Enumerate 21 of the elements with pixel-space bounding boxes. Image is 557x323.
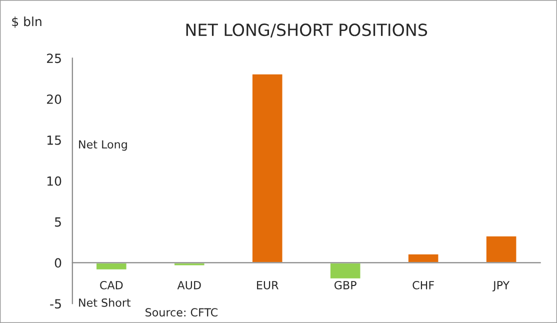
y-tick-label: 20 (47, 94, 62, 104)
source-note: Source: CFTC (146, 308, 218, 317)
y-tick-label: 10 (47, 176, 62, 186)
x-tick-label: CHF (412, 280, 434, 290)
x-tick-label: JPY (492, 281, 510, 292)
chart-title: NET LONG/SHORT POSITIONS (186, 24, 428, 38)
x-tick-label: CAD (100, 280, 123, 290)
annotation: Net Long (79, 140, 127, 151)
bar (251, 72, 284, 264)
annotation: Net Short (79, 298, 131, 307)
x-tick-label: EUR (257, 281, 278, 290)
y-axis-title: $ bln (12, 16, 42, 28)
bar (485, 235, 518, 264)
y-tick-label: 25 (47, 54, 61, 64)
y-tick-label: 15 (47, 136, 61, 145)
x-tick-label: AUD (177, 281, 201, 290)
x-tick-label: GBP (334, 280, 356, 290)
y-tick-label: -5 (50, 299, 61, 309)
y-tick-label: 5 (55, 217, 61, 227)
bar (329, 262, 362, 280)
y-tick-label: 0 (54, 258, 62, 268)
